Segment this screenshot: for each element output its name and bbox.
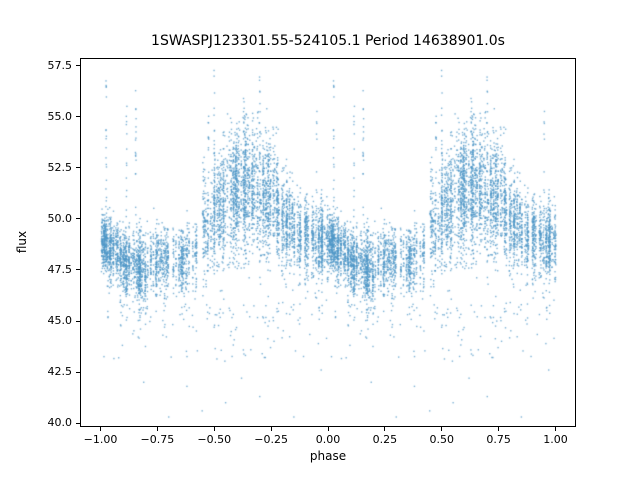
y-tick-label: 47.5	[47, 262, 73, 276]
x-tick-mark	[270, 427, 272, 431]
y-tick-label: 57.5	[47, 58, 73, 72]
x-tick-label: 0.50	[429, 433, 455, 446]
x-tick-label: −0.50	[197, 433, 232, 446]
x-tick-label: 0.25	[372, 433, 398, 446]
y-tick-mark	[76, 422, 80, 424]
y-tick-label: 52.5	[47, 160, 73, 174]
y-tick-mark	[76, 218, 80, 220]
x-tick-label: −0.75	[140, 433, 175, 446]
x-tick-label: −1.00	[83, 433, 118, 446]
x-tick-mark	[327, 427, 329, 431]
x-tick-mark	[156, 427, 158, 431]
y-axis-label: flux	[15, 230, 29, 254]
y-tick-mark	[76, 116, 80, 118]
y-tick-label: 55.0	[47, 109, 73, 123]
x-tick-mark	[441, 427, 443, 431]
x-tick-label: 1.00	[543, 433, 568, 446]
y-tick-label: 42.5	[47, 365, 73, 379]
x-tick-label: −0.25	[254, 433, 288, 446]
y-tick-mark	[76, 371, 80, 373]
y-tick-mark	[76, 167, 80, 169]
x-tick-label: 0.00	[315, 433, 341, 446]
y-tick-mark	[76, 269, 80, 271]
plot-area	[80, 57, 576, 428]
y-tick-label: 45.0	[47, 314, 73, 328]
y-tick-label: 50.0	[47, 211, 73, 225]
x-tick-mark	[555, 427, 557, 431]
y-tick-mark	[76, 65, 80, 67]
x-tick-mark	[213, 427, 215, 431]
y-tick-label: 40.0	[47, 416, 73, 430]
x-axis-label: phase	[309, 449, 347, 463]
chart-title: 1SWASPJ123301.55-524105.1 Period 1463890…	[151, 33, 505, 49]
x-tick-mark	[384, 427, 386, 431]
x-tick-mark	[498, 427, 500, 431]
x-tick-mark	[99, 427, 101, 431]
x-tick-label: 0.75	[486, 433, 511, 446]
y-tick-mark	[76, 320, 80, 322]
